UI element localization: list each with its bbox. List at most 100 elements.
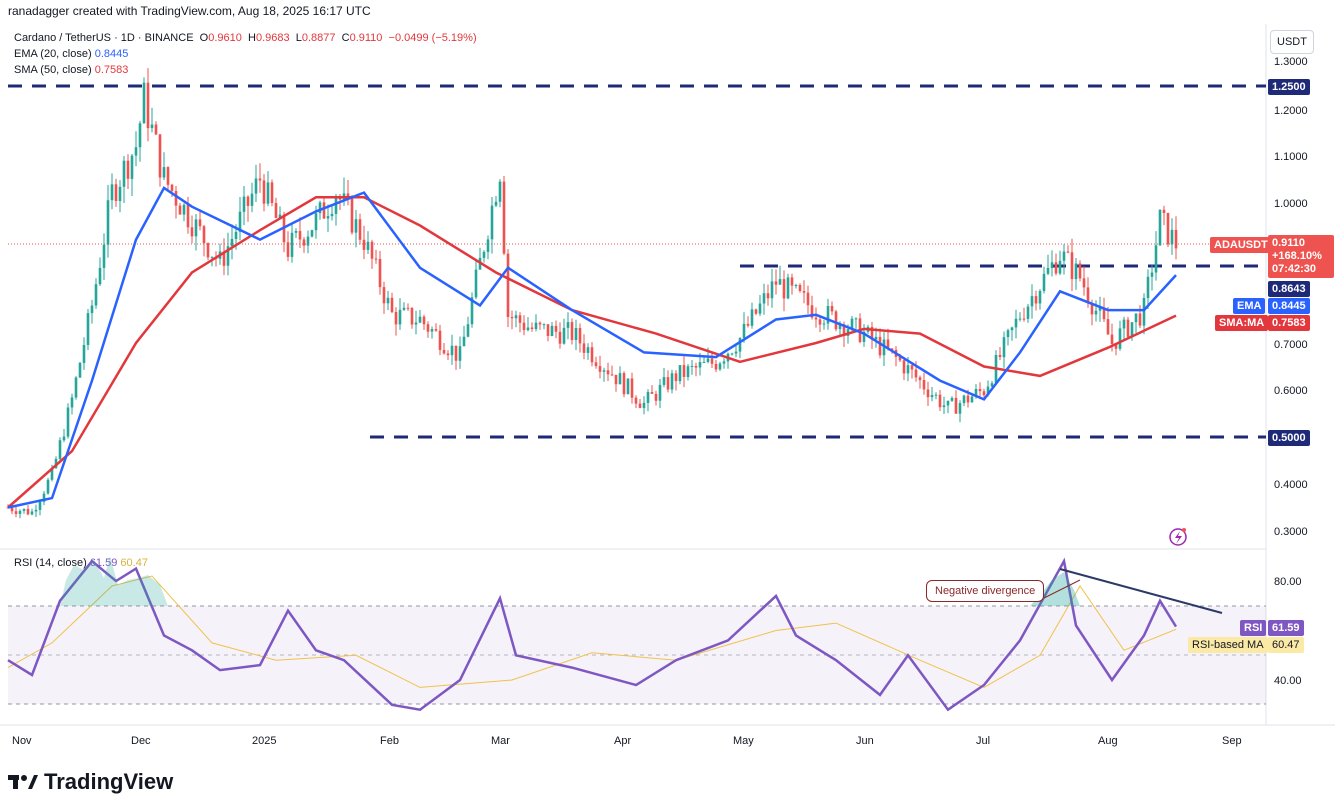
candle-body	[922, 380, 926, 390]
candle-body	[118, 186, 122, 201]
candle-body	[506, 253, 510, 317]
candle-body	[818, 319, 822, 325]
candle-body	[354, 219, 358, 233]
candle-body	[1078, 263, 1082, 279]
tradingview-logo[interactable]: TradingView	[8, 769, 173, 795]
candle-body	[598, 366, 602, 372]
candle-body	[46, 479, 50, 494]
candle-body	[70, 397, 74, 408]
lightning-icon[interactable]	[1169, 528, 1187, 546]
candle-body	[654, 393, 658, 401]
symbol-legend: Cardano / TetherUS · 1D · BINANCE O0.961…	[14, 32, 477, 44]
candle-body	[390, 297, 394, 313]
y-tick: 1.3000	[1274, 56, 1308, 68]
candle-body	[462, 336, 466, 347]
time-axis[interactable]: Nov Dec 2025 Feb Mar Apr May Jun Jul Aug…	[12, 735, 1242, 747]
currency-button[interactable]: USDT	[1270, 30, 1314, 54]
level-tag-bottom: 0.5000	[1268, 430, 1310, 446]
candle-body	[786, 277, 790, 299]
candle-body	[530, 327, 534, 329]
candle-body	[1042, 273, 1046, 291]
candle-body	[522, 322, 526, 331]
x-tick: Jun	[856, 735, 874, 747]
x-tick: Jul	[976, 735, 990, 747]
candle-body	[630, 378, 634, 398]
open-value: 0.9610	[208, 32, 242, 44]
candle-body	[1038, 291, 1042, 304]
candle-body	[146, 82, 150, 129]
price-value: 0.9110	[1272, 237, 1306, 249]
candle-body	[30, 511, 34, 515]
candle-body	[562, 327, 566, 344]
candle-body	[1174, 229, 1178, 249]
ema-legend[interactable]: EMA (20, close) 0.8445	[14, 48, 129, 60]
brand-name: TradingView	[44, 769, 174, 794]
candle-body	[618, 373, 622, 385]
candle-body	[730, 353, 734, 355]
candle-body	[382, 287, 386, 304]
candle-body	[814, 317, 818, 320]
candle-body	[1006, 330, 1010, 338]
annotation-leader	[1043, 579, 1081, 599]
candle-body	[378, 258, 382, 288]
sma-legend[interactable]: SMA (50, close) 0.7583	[14, 64, 129, 76]
candle-body	[286, 242, 290, 257]
candle-body	[1010, 327, 1014, 331]
candle-body	[550, 325, 554, 336]
candle-body	[166, 167, 170, 185]
candle-body	[718, 363, 722, 370]
candle-body	[14, 511, 18, 514]
candle-body	[330, 213, 334, 217]
candle-body	[682, 365, 686, 377]
candle-body	[470, 297, 474, 325]
candle-body	[710, 358, 714, 364]
candle-body	[186, 204, 190, 228]
candle-body	[526, 327, 530, 331]
candle-body	[358, 219, 362, 240]
rsi-axis[interactable]: 80.00 40.00	[1274, 576, 1302, 687]
candle-body	[874, 336, 878, 340]
candle-body	[386, 297, 390, 304]
negative-divergence-annotation[interactable]: Negative divergence	[926, 580, 1045, 602]
candle-body	[102, 244, 106, 268]
candle-body	[762, 293, 766, 304]
candle-body	[442, 350, 446, 354]
candle-body	[1094, 310, 1098, 315]
candle-body	[450, 345, 454, 356]
candle-body	[446, 353, 450, 356]
candle-body	[126, 160, 130, 179]
candle-body	[374, 258, 378, 260]
candle-body	[582, 343, 586, 353]
candle-body	[910, 365, 914, 370]
candle-body	[346, 193, 350, 199]
candle-body	[402, 307, 406, 310]
candle-body	[554, 325, 558, 332]
candle-body	[734, 351, 738, 354]
x-tick: Feb	[380, 735, 399, 747]
rsi-legend[interactable]: RSI (14, close) 61.59 60.47	[14, 557, 148, 569]
candle-body	[262, 180, 266, 204]
candle-body	[38, 501, 42, 510]
candle-body	[1126, 319, 1130, 337]
candle-body	[1070, 252, 1074, 280]
candle-body	[290, 232, 294, 257]
candle-body	[1066, 251, 1070, 253]
candle-body	[482, 251, 486, 258]
candle-body	[418, 316, 422, 323]
rsi-tag-value: 61.59	[1268, 620, 1304, 636]
candle-body	[854, 318, 858, 320]
x-tick: Mar	[491, 735, 510, 747]
candle-body	[454, 345, 458, 361]
candle-body	[706, 358, 710, 362]
candle-body	[798, 285, 802, 291]
change-value: −0.0499 (−5.19%)	[388, 32, 477, 44]
candle-body	[486, 239, 490, 252]
candle-body	[226, 246, 230, 266]
candle-body	[774, 281, 778, 285]
candle-body	[990, 383, 994, 387]
candle-body	[90, 305, 94, 314]
candle-body	[738, 338, 742, 352]
price-axis[interactable]: 1.3000 1.2000 1.1000 1.0000 0.7000 0.600…	[1274, 56, 1308, 538]
price-percent: +168.10%	[1272, 250, 1322, 262]
